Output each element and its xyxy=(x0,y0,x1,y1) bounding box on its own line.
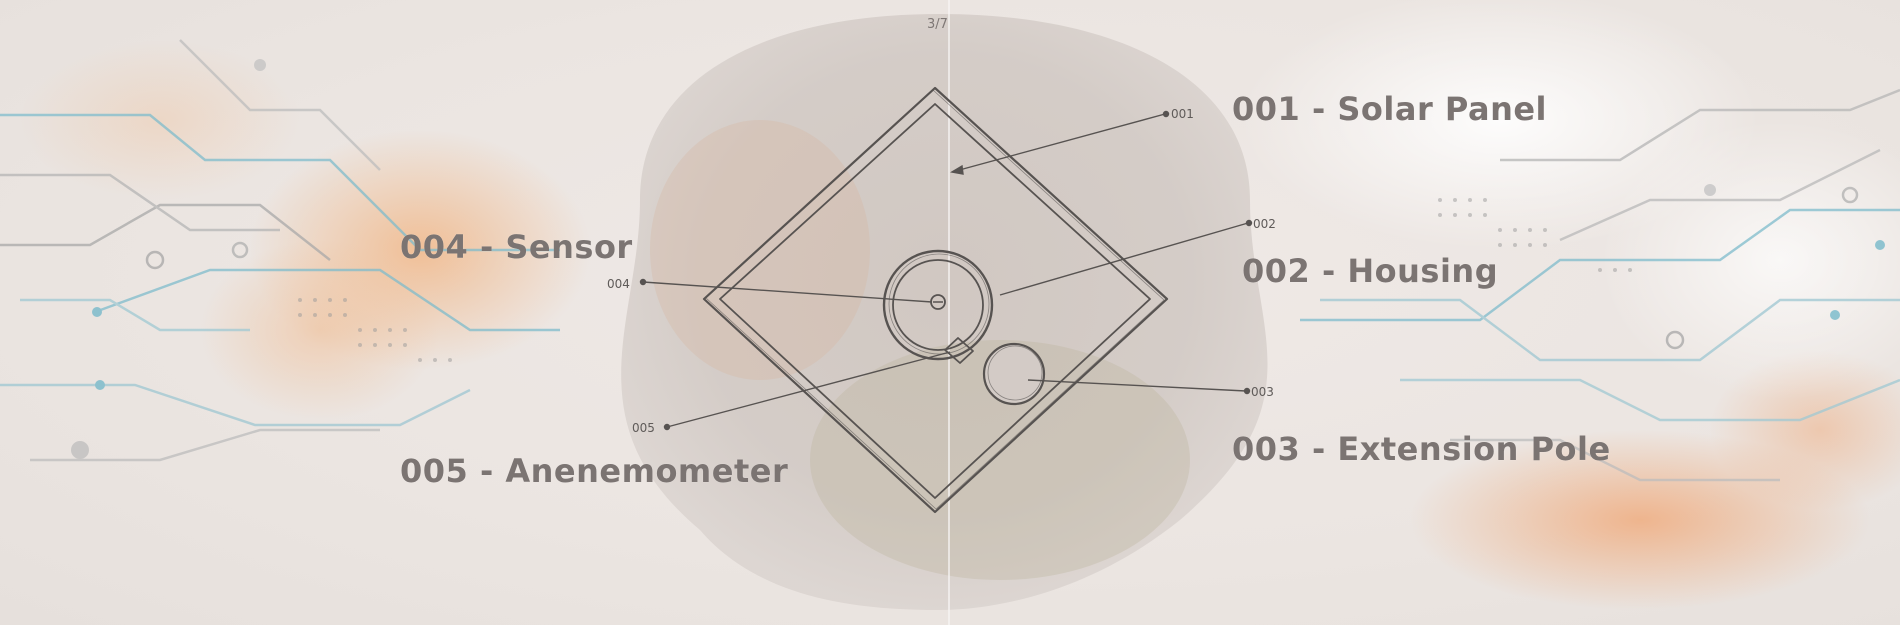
label-housing: 002 - Housing xyxy=(1242,252,1499,290)
diagram-backdrop xyxy=(621,14,1268,610)
extension-pole-circle xyxy=(982,342,1046,406)
leader-line-002 xyxy=(999,222,1249,296)
circuit-traces-left xyxy=(0,39,560,462)
leader-line-001 xyxy=(951,113,1166,173)
callout-number-002: 002 xyxy=(1253,217,1276,231)
callout-number-004: 004 xyxy=(607,277,630,291)
dot-grid-left xyxy=(298,298,452,362)
label-sensor: 004 - Sensor xyxy=(400,228,633,266)
solar-panel-inner-outline xyxy=(719,103,1151,499)
backdrop-fire-tint xyxy=(650,120,870,380)
fire-glow-right xyxy=(1240,0,1900,610)
callout-number-001: 001 xyxy=(1171,107,1194,121)
callout-number-003: 003 xyxy=(1251,385,1274,399)
housing-inner-ring xyxy=(892,259,984,351)
solar-panel-outer-outline xyxy=(702,86,1169,514)
label-extension-pole: 003 - Extension Pole xyxy=(1232,430,1611,468)
label-solar-panel: 001 - Solar Panel xyxy=(1232,90,1548,128)
leader-line-005 xyxy=(666,351,951,428)
dot-grid-right xyxy=(1438,198,1632,272)
housing-outer-ring xyxy=(882,249,994,361)
diagram-number-labels: 001 002 003 004 005 xyxy=(607,107,1276,435)
leader-lines xyxy=(639,110,1253,431)
anemometer-marker xyxy=(944,337,974,364)
backdrop-foliage-tint xyxy=(810,340,1190,580)
leader-line-004 xyxy=(642,281,933,303)
page-indicator: 3/7 xyxy=(927,17,948,32)
circuit-traces-right xyxy=(1300,88,1900,482)
sensor-sketch xyxy=(702,86,1169,514)
leader-line-003 xyxy=(1027,379,1247,392)
label-anenemometer: 005 - Anenemometer xyxy=(400,452,789,490)
callout-number-005: 005 xyxy=(632,421,655,435)
